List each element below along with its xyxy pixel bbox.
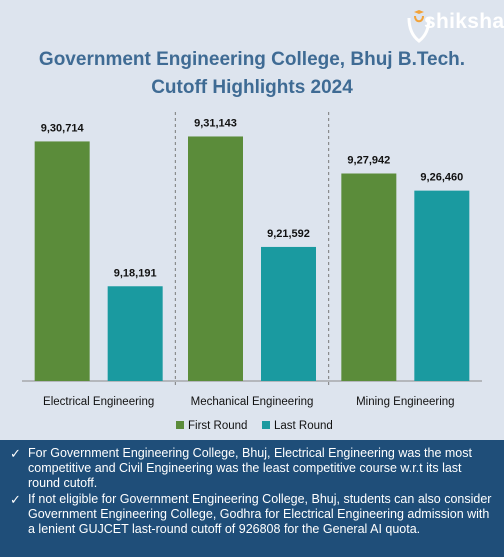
data-label: 9,30,714	[41, 122, 85, 134]
check-icon: ✓	[10, 446, 21, 461]
legend-label: First Round	[188, 420, 247, 432]
check-icon: ✓	[10, 492, 21, 507]
data-label: 9,31,143	[194, 117, 237, 129]
note-text: For Government Engineering College, Bhuj…	[28, 446, 472, 490]
legend-label: Last Round	[274, 420, 333, 432]
notes-panel: ✓ For Government Engineering College, Bh…	[0, 440, 504, 557]
data-label: 9,26,460	[420, 172, 463, 184]
legend-swatch	[176, 421, 184, 429]
bar-first-round	[34, 141, 90, 381]
legend-swatch	[262, 421, 270, 429]
data-label: 9,27,942	[347, 154, 390, 166]
note-text: If not eligible for Government Engineeri…	[28, 492, 492, 536]
bar-first-round	[188, 136, 243, 381]
brand-name: shiksha	[424, 10, 504, 33]
category-label: Mechanical Engineering	[191, 396, 314, 408]
chart-area: shiksha Government Engineering College, …	[20, 10, 504, 432]
shiksha-logo-icon	[407, 10, 431, 43]
note-item: ✓ If not eligible for Government Enginee…	[10, 492, 494, 537]
chart-title-line-1: Government Engineering College, Bhuj B.T…	[38, 49, 466, 70]
category-label: Mining Engineering	[356, 396, 454, 408]
bar-last-round	[414, 190, 470, 381]
data-label: 9,18,191	[114, 267, 157, 279]
bar-last-round	[261, 246, 316, 381]
note-item: ✓ For Government Engineering College, Bh…	[10, 446, 494, 491]
chart-title: Government Engineering College, Bhuj B.T…	[20, 46, 484, 102]
bar-last-round	[107, 286, 163, 381]
data-label: 9,21,592	[267, 228, 310, 240]
category-label: Electrical Engineering	[43, 396, 154, 408]
bar-first-round	[341, 173, 397, 381]
chart-title-line-2: Cutoff Highlights 2024	[151, 77, 353, 98]
bar-chart: 9,30,714 9,18,191 Electrical Engineering 9,…	[22, 112, 482, 432]
